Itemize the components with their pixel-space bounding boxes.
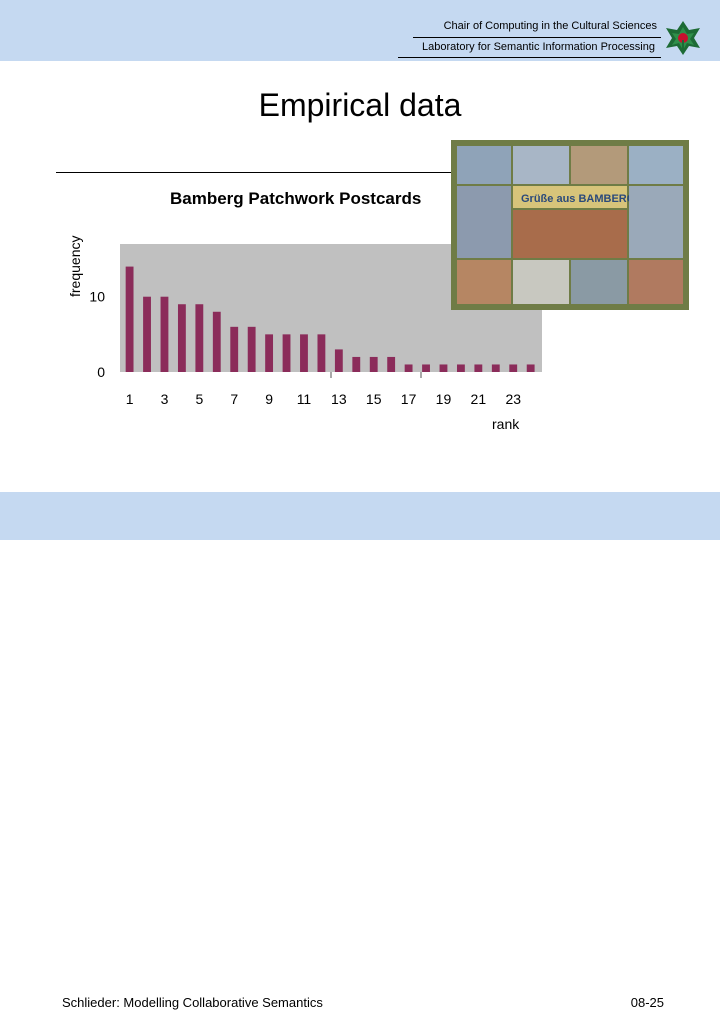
bar [491,364,500,372]
chart-title: Bamberg Patchwork Postcards [170,189,421,208]
bar [387,356,396,372]
bar [404,364,413,372]
x-tick-label: 21 [471,391,487,407]
x-tick-label: 7 [230,391,238,407]
bar [422,364,430,372]
bar [369,356,378,372]
x-tick-label: 17 [401,391,417,407]
x-tick-label: 11 [297,391,312,407]
bar [177,304,186,372]
bar [317,334,326,372]
bar [456,364,465,372]
bar [334,349,343,372]
postcard-banner [513,186,627,208]
footer-slide-number: 08-25 [630,995,664,1010]
x-tick-label: 13 [331,391,347,407]
bar [195,304,204,372]
x-tick-label: 9 [265,391,273,407]
x-axis-label: rank [492,416,520,432]
x-tick-label: 5 [195,391,203,407]
header-band: Chair of Computing in the Cultural Scien… [0,0,720,61]
bar [247,326,256,372]
header-rule-top [413,37,661,38]
bar [509,364,518,372]
bar [143,296,151,372]
bar [474,364,483,372]
header-chair-name: Chair of Computing in the Cultural Scien… [443,20,657,32]
header-lab-name: Laboratory for Semantic Information Proc… [422,41,655,53]
slide-title: Empirical data [258,87,462,123]
bar [230,326,239,372]
bar [526,364,535,372]
bar [439,364,448,372]
bar [352,356,361,372]
y-axis-label: frequency [67,236,83,297]
x-tick-label: 15 [366,391,382,407]
university-logo-icon [666,21,700,55]
y-tick-label: 10 [89,289,105,305]
postcard-banner-text: Grüße aus BAMBERG [521,193,635,205]
header-rule-bottom [398,57,661,58]
postcard-collage: Grüße aus BAMBERG [451,140,689,310]
bar [282,334,291,372]
bar [125,266,134,372]
footer-course-title: Schlieder: Modelling Collaborative Seman… [62,995,323,1010]
footer-band: Schlieder: Modelling Collaborative Seman… [0,492,720,1010]
x-tick-label: 23 [505,391,521,407]
y-tick-label: 0 [97,364,105,380]
x-tick-label: 1 [126,391,134,407]
x-tick-label: 3 [161,391,169,407]
bar [212,311,221,372]
bar [300,334,308,372]
x-tick-label: 19 [436,391,452,407]
bar [265,334,274,372]
postcard-image: Grüße aus BAMBERG [451,140,689,310]
title-rule [56,172,456,173]
bar [160,296,169,372]
